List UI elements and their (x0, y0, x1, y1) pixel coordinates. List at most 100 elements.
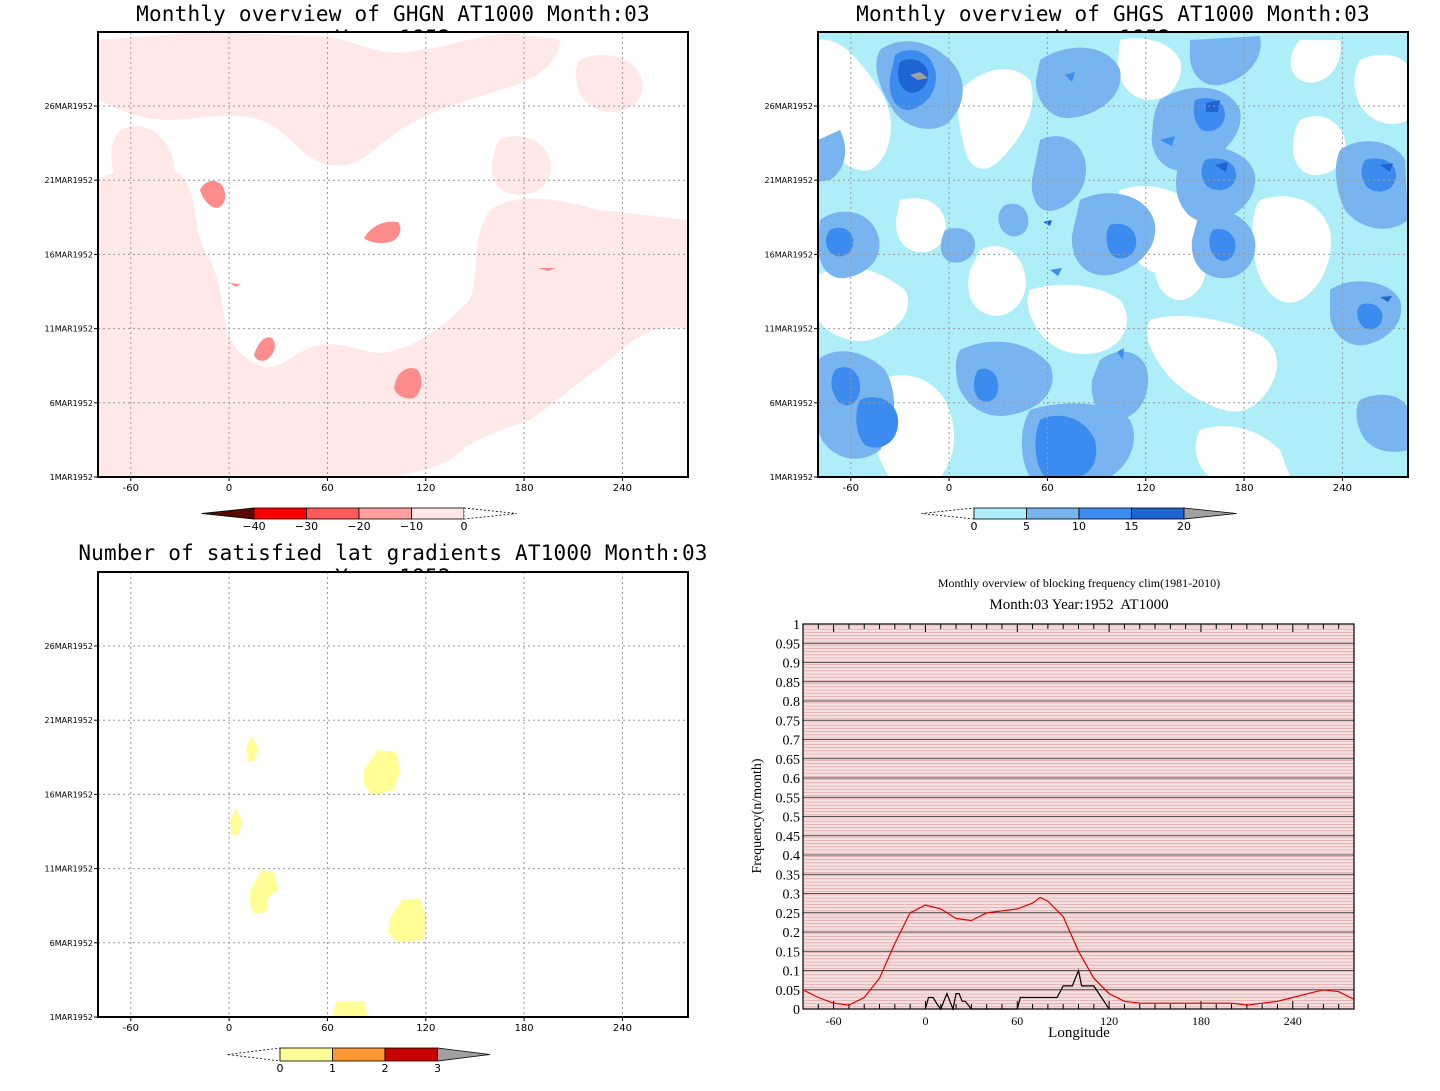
y-tick-label: 0.65 (776, 753, 801, 768)
colorbar-label: −40 (242, 520, 265, 533)
ghgn-blob (200, 180, 226, 208)
y-tick-label: 21MAR1952 (765, 176, 813, 185)
colorbar-label: 10 (1072, 520, 1086, 533)
ghgs-grey-cell (910, 72, 928, 80)
colorbar-segment (1078, 507, 1132, 520)
y-tick-label: 0 (793, 1003, 800, 1018)
y-tick-label: 26MAR1952 (45, 642, 93, 651)
x-tick-label: 120 (416, 1023, 435, 1034)
colorbar-segment (279, 1047, 333, 1062)
colorbar-end-triangle (437, 1047, 491, 1062)
colorbar-end-triangle (227, 1047, 281, 1062)
y-tick-label: 0.3 (783, 888, 801, 903)
colorbar-label: 0 (277, 1062, 284, 1075)
gradient-region (388, 898, 426, 942)
ghgn-blob (394, 368, 422, 399)
colorbar-end-triangle (463, 507, 517, 520)
ghgn-blob (230, 283, 240, 287)
y-tick-label: 11MAR1952 (765, 325, 813, 334)
subtitle-blocking: Month:03 Year:1952 AT1000 (989, 597, 1169, 613)
colorbar-gradients: 0 1 2 3 (227, 1047, 491, 1075)
y-tick-label: 11MAR1952 (45, 325, 93, 334)
y-tick-label: 6MAR1952 (770, 399, 813, 408)
x-tick-label: 60 (321, 483, 334, 494)
xlabel-blocking: Longitude (1048, 1025, 1110, 1041)
gradient-region (250, 870, 278, 914)
y-tick-label: 1MAR1952 (770, 473, 813, 482)
y-tick-label: 0.9 (783, 657, 801, 672)
ghgn-blob (538, 268, 556, 271)
x-tick-label: 60 (1041, 483, 1054, 494)
y-tick-label: 0.7 (783, 734, 801, 749)
colorbar-label: −30 (295, 520, 318, 533)
y-tick-label: 0.6 (783, 772, 801, 787)
colorbar-segment (306, 507, 360, 520)
x-tick-label: 60 (321, 1023, 334, 1034)
x-tick-label: 60 (1011, 1014, 1023, 1028)
y-tick-label: 0.5 (783, 811, 801, 826)
x-tick-label: 240 (1333, 483, 1352, 494)
gradient-region (246, 736, 258, 762)
series-line-climatology (802, 896, 1355, 1006)
y-tick-label: 0.45 (776, 830, 801, 845)
x-tick-label: 180 (1235, 483, 1254, 494)
x-tick-label: 0 (226, 1023, 232, 1034)
y-tick-label: 16MAR1952 (45, 250, 93, 259)
colorbar-end-triangle (1183, 507, 1237, 520)
colorbar-label: 0 (971, 520, 978, 533)
colorbar-segment (1026, 507, 1080, 520)
colorbar-label: 5 (1023, 520, 1030, 533)
colorbar-label: 3 (434, 1062, 441, 1075)
colorbar-segment (411, 507, 465, 520)
y-tick-label: 16MAR1952 (45, 790, 93, 799)
y-tick-label: 0.75 (776, 714, 801, 729)
y-tick-label: 0.1 (783, 965, 801, 980)
y-tick-label: 0.2 (783, 926, 801, 941)
y-tick-label: 0.15 (776, 945, 801, 960)
colorbar-segment (253, 507, 307, 520)
x-tick-label: -60 (843, 483, 859, 494)
ghgn-blobs (200, 180, 556, 399)
x-tick-label: -60 (123, 1023, 139, 1034)
gradients-regions (230, 736, 426, 1017)
x-tick-label: 0 (946, 483, 952, 494)
x-tick-label: 180 (1192, 1014, 1210, 1028)
colorbar-segment (332, 1047, 386, 1062)
x-tick-label: 180 (515, 483, 534, 494)
x-tick-label: 120 (1136, 483, 1155, 494)
x-tick-label: 0 (226, 483, 232, 494)
x-tick-label: -60 (826, 1014, 842, 1028)
y-tick-label: 1MAR1952 (50, 1013, 93, 1022)
colorbar-segment (358, 507, 412, 520)
x-tick-label: 120 (416, 483, 435, 494)
x-tick-label: 180 (515, 1023, 534, 1034)
y-tick-label: 0.95 (776, 637, 801, 652)
y-tick-label: 6MAR1952 (50, 399, 93, 408)
colorbar-ghgn: −40 −30 −20 −10 0 (201, 507, 517, 533)
y-tick-label: 1 (793, 618, 800, 633)
y-tick-label: 0.4 (783, 849, 801, 864)
gradient-region (332, 1001, 368, 1017)
colorbar-label: 1 (329, 1062, 336, 1075)
colorbar-segment (973, 507, 1027, 520)
colorbar-segment (1131, 507, 1185, 520)
colorbar-label: −20 (347, 520, 370, 533)
colorbar-label: 15 (1125, 520, 1139, 533)
y-tick-label: 0.35 (776, 868, 801, 883)
colorbar-label: 0 (461, 520, 468, 533)
colorbar-label: −10 (400, 520, 423, 533)
x-tick-label: 240 (613, 483, 632, 494)
y-tick-label: 0.85 (776, 676, 801, 691)
gradient-region (364, 750, 400, 795)
y-tick-label: 0.25 (776, 907, 801, 922)
y-tick-label: 21MAR1952 (45, 176, 93, 185)
colorbar-label: 20 (1177, 520, 1191, 533)
y-tick-label: 26MAR1952 (765, 102, 813, 111)
ghgn-blob (254, 337, 275, 361)
y-tick-label: 0.8 (783, 695, 801, 710)
y-tick-label: 16MAR1952 (765, 250, 813, 259)
colorbar-end-triangle (921, 507, 975, 520)
colorbar-ghgs: 0 5 10 15 20 (921, 507, 1237, 533)
y-tick-label: 0.05 (776, 984, 801, 999)
